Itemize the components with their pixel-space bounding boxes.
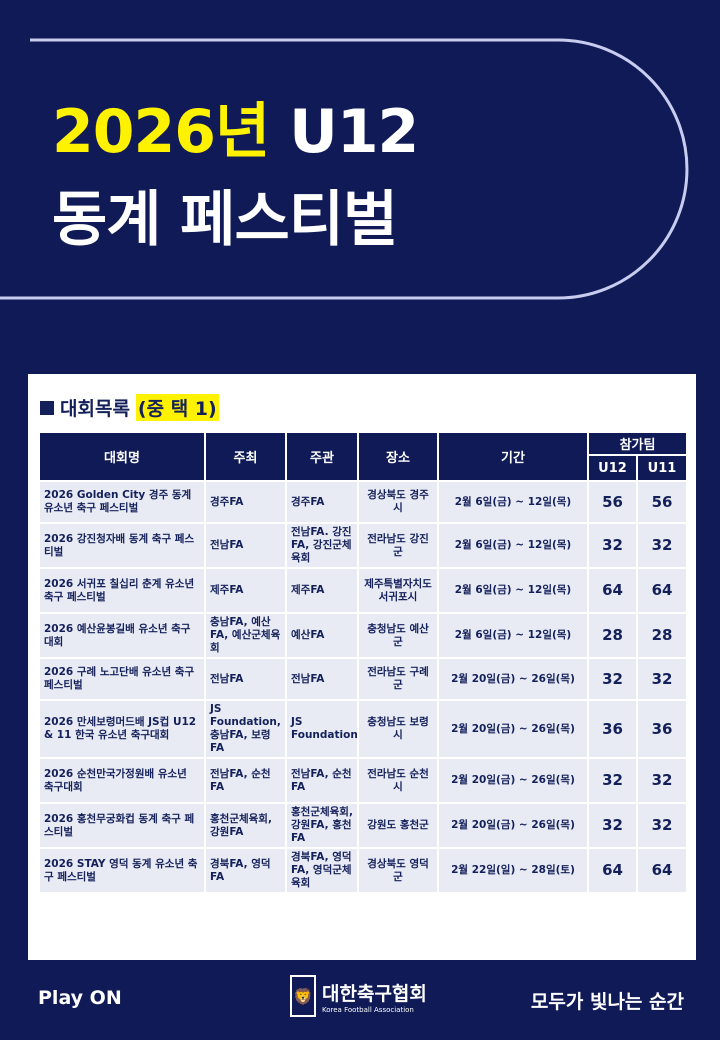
cell-name: 2026 STAY 영덕 동계 유소년 축구 페스티벌 (38, 847, 206, 894)
cell-organizer: 경주FA (285, 480, 359, 524)
cell-u11: 64 (635, 847, 689, 894)
cell-u12: 64 (587, 847, 638, 894)
competition-table: 대회명 주최 주관 장소 기간 참가팀 U12 U11 2026 Golden City 경… (38, 433, 689, 894)
square-bullet-icon (40, 400, 54, 415)
header-name: 대회명 (38, 433, 206, 482)
table-row: 2026 홍천무궁화컵 동계 축구 페스티벌 홍천군체육회, 강원FA 홍천군체육회… (38, 802, 689, 849)
table-row: 2026 강진청자배 동계 축구 페스티벌 전남FA 전남FA. 강진FA, 강진군… (38, 522, 689, 569)
kfa-logo: 🦁 대한축구협회 Korea Football Association (290, 975, 427, 1017)
cell-u11: 32 (635, 657, 689, 701)
competition-panel: 대회목록 (중 택 1) 대회명 주최 주관 장소 기간 참가팀 U12 U11 2026 G… (28, 374, 696, 960)
cell-period: 2월 22일(일) ~ 28일(토) (437, 847, 589, 894)
cell-venue: 제주특별자치도 서귀포시 (357, 567, 439, 614)
cell-name: 2026 예산윤봉길배 유소년 축구대회 (38, 612, 206, 659)
table-row: 2026 Golden City 경주 동계 유소년 축구 페스티벌 경주FA 경주… (38, 480, 689, 524)
cell-name: 2026 구례 노고단배 유소년 축구 페스티벌 (38, 657, 206, 701)
table-row: 2026 순천만국가정원배 유소년 축구대회 전남FA, 순천FA 전남FA, 순천… (38, 757, 689, 804)
cell-u12: 32 (587, 522, 638, 569)
cell-host: 홍천군체육회, 강원FA (204, 802, 287, 849)
cell-u12: 36 (587, 699, 638, 759)
header-organizer: 주관 (285, 433, 359, 482)
cell-period: 2월 20일(금) ~ 26일(목) (437, 699, 589, 759)
header-u12: U12 (587, 455, 638, 482)
footer: Play ON 🦁 대한축구협회 Korea Football Associatio… (0, 975, 720, 1017)
cell-u12: 32 (587, 757, 638, 804)
cell-host: JS Foundation, 충남FA, 보령FA (204, 699, 287, 759)
tiger-emblem-icon: 🦁 (290, 975, 316, 1017)
decorative-arc (0, 38, 689, 300)
cell-organizer: 전남FA (285, 657, 359, 701)
header-host: 주최 (204, 433, 287, 482)
logo-korean: 대한축구협회 (322, 982, 427, 1005)
cell-name: 2026 서귀포 칠십리 춘계 유소년 축구 페스티벌 (38, 567, 206, 614)
cell-host: 제주FA (204, 567, 287, 614)
page-title-line2: 동계 페스티벌 (52, 185, 398, 255)
cell-name: 2026 홍천무궁화컵 동계 축구 페스티벌 (38, 802, 206, 849)
header-teams: 참가팀 (586, 433, 689, 456)
cell-period: 2월 6일(금) ~ 12일(목) (437, 612, 589, 659)
cell-organizer: JS Foundation (285, 699, 359, 759)
cell-host: 충남FA, 예산FA, 예산군체육회 (204, 612, 287, 659)
cell-host: 전남FA, 순천FA (204, 757, 287, 804)
cell-name: 2026 강진청자배 동계 축구 페스티벌 (38, 522, 206, 569)
cell-host: 경북FA, 영덕FA (204, 847, 287, 894)
cell-u11: 32 (635, 757, 689, 804)
section-heading: 대회목록 (중 택 1) (40, 394, 219, 421)
cell-period: 2월 6일(금) ~ 12일(목) (437, 480, 589, 524)
cell-organizer: 홍천군체육회, 강원FA, 홍천FA (285, 802, 359, 849)
title-u12: U12 (269, 97, 419, 167)
cell-period: 2월 20일(금) ~ 26일(목) (437, 657, 589, 701)
table-row: 2026 만세보령머드배 JS컵 U12 & 11 한국 유소년 축구대회 JS … (38, 699, 689, 759)
cell-u11: 32 (635, 522, 689, 569)
header-venue: 장소 (357, 433, 439, 482)
table-row: 2026 예산윤봉길배 유소년 축구대회 충남FA, 예산FA, 예산군체육회 예산… (38, 612, 689, 659)
cell-organizer: 예산FA (285, 612, 359, 659)
cell-venue: 전라남도 강진군 (357, 522, 439, 569)
cell-u11: 32 (635, 802, 689, 849)
logo-english: Korea Football Association (322, 1005, 414, 1014)
play-on-slogan: Play ON (38, 987, 122, 1009)
cell-host: 전남FA (204, 522, 287, 569)
cell-u11: 64 (635, 567, 689, 614)
section-label: 대회목록 (60, 398, 130, 420)
table-row: 2026 STAY 영덕 동계 유소년 축구 페스티벌 경북FA, 영덕FA 경북F… (38, 847, 689, 894)
cell-venue: 전라남도 순천시 (357, 757, 439, 804)
cell-period: 2월 20일(금) ~ 26일(목) (437, 802, 589, 849)
page-title-line1: 2026년 U12 (52, 102, 419, 162)
cell-venue: 충청남도 예산군 (357, 612, 439, 659)
cell-period: 2월 6일(금) ~ 12일(목) (437, 522, 589, 569)
header-u11: U11 (635, 455, 689, 482)
table-row: 2026 서귀포 칠십리 춘계 유소년 축구 페스티벌 제주FA 제주FA 제주특별자… (38, 567, 689, 614)
cell-u11: 36 (635, 699, 689, 759)
cell-period: 2월 20일(금) ~ 26일(목) (437, 757, 589, 804)
cell-name: 2026 만세보령머드배 JS컵 U12 & 11 한국 유소년 축구대회 (38, 699, 206, 759)
table-row: 2026 구례 노고단배 유소년 축구 페스티벌 전남FA 전남FA 전라남도 구례군… (38, 657, 689, 701)
cell-venue: 전라남도 구례군 (357, 657, 439, 701)
cell-venue: 경상북도 영덕군 (357, 847, 439, 894)
cell-u12: 28 (587, 612, 638, 659)
cell-name: 2026 순천만국가정원배 유소년 축구대회 (38, 757, 206, 804)
cell-organizer: 전남FA. 강진FA, 강진군체육회 (285, 522, 359, 569)
cell-u11: 28 (635, 612, 689, 659)
cell-venue: 경상북도 경주시 (357, 480, 439, 524)
cell-u12: 32 (587, 802, 638, 849)
cell-u12: 56 (587, 480, 638, 524)
cell-venue: 충청남도 보령시 (357, 699, 439, 759)
footer-slogan: 모두가 빛나는 순간 (530, 991, 684, 1013)
cell-host: 전남FA (204, 657, 287, 701)
cell-organizer: 경북FA, 영덕FA, 영덕군체육회 (285, 847, 359, 894)
cell-venue: 강원도 홍천군 (357, 802, 439, 849)
title-year: 2026년 (52, 97, 270, 167)
header-period: 기간 (437, 433, 589, 482)
cell-period: 2월 6일(금) ~ 12일(목) (437, 567, 589, 614)
cell-u12: 64 (587, 567, 638, 614)
cell-name: 2026 Golden City 경주 동계 유소년 축구 페스티벌 (38, 480, 206, 524)
cell-u11: 56 (635, 480, 689, 524)
cell-organizer: 제주FA (285, 567, 359, 614)
cell-u12: 32 (587, 657, 638, 701)
cell-host: 경주FA (204, 480, 287, 524)
cell-organizer: 전남FA, 순천FA (285, 757, 359, 804)
section-highlight: (중 택 1) (135, 394, 219, 421)
